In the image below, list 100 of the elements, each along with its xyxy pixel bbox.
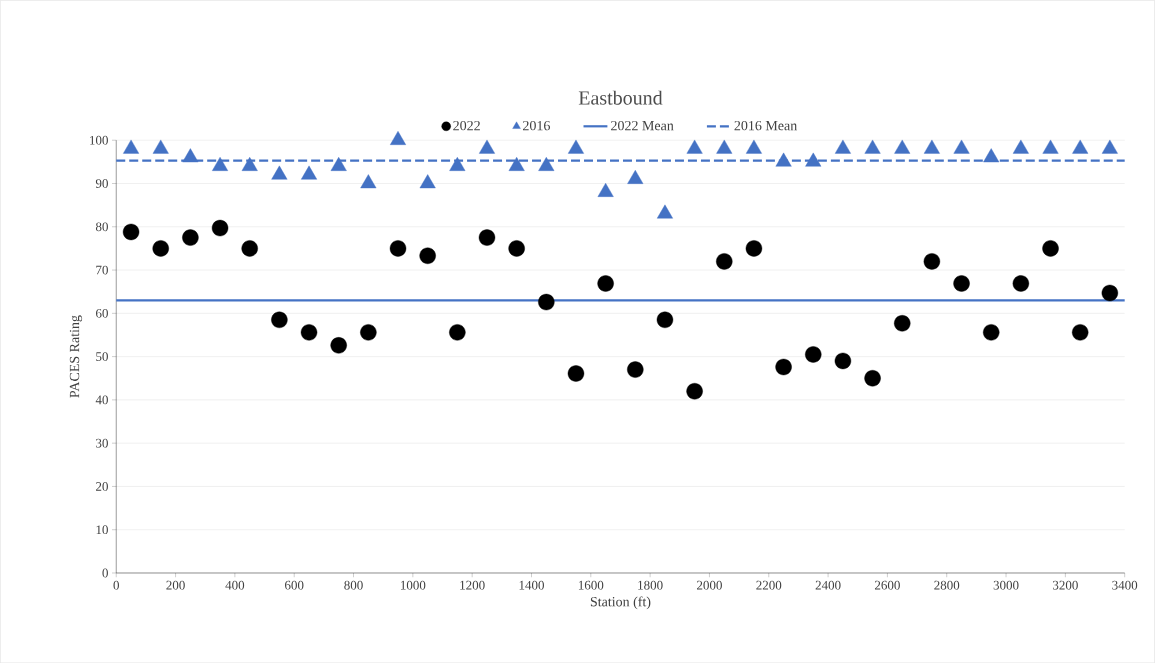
x-tick-label: 3000 [993, 580, 1019, 590]
point [923, 253, 941, 270]
y-tick-label: 10 [96, 525, 108, 534]
x-tick-label: 400 [225, 580, 245, 590]
point [449, 324, 466, 341]
point [716, 253, 733, 270]
point [300, 324, 318, 341]
point [656, 204, 673, 219]
point [597, 275, 614, 292]
point [330, 337, 347, 354]
x-tick-label: 600 [285, 580, 304, 590]
point [479, 139, 495, 154]
y-tick-label: 80 [95, 222, 108, 232]
point [745, 139, 762, 154]
point [538, 293, 555, 311]
point [1101, 139, 1118, 154]
point [805, 346, 822, 363]
point [508, 156, 525, 171]
point [419, 247, 436, 264]
x-tick-label: 2400 [815, 580, 841, 590]
point [449, 156, 466, 171]
x-tick-label: 1600 [578, 580, 604, 590]
x-tick-label: 1200 [460, 580, 485, 590]
y-tick-label: 20 [96, 481, 108, 491]
y-tick-label: 90 [95, 178, 108, 188]
x-tick-label: 800 [344, 580, 363, 590]
point [953, 275, 970, 292]
legend-label: 2016 Mean [734, 120, 798, 131]
point [123, 139, 140, 154]
point [538, 156, 555, 171]
x-tick-label: 3200 [1053, 580, 1078, 590]
point [330, 156, 347, 171]
point [211, 219, 229, 237]
point [567, 139, 584, 154]
point [1042, 240, 1059, 257]
point [1012, 139, 1029, 154]
point [686, 139, 703, 154]
point [953, 139, 970, 154]
point [360, 324, 377, 341]
point [1101, 284, 1119, 302]
x-tick-label: 0 [113, 580, 119, 590]
point [390, 130, 406, 145]
x-tick-label: 1800 [638, 580, 663, 590]
point [775, 358, 792, 376]
y-axis-title: PACES Rating [69, 315, 83, 398]
point [686, 382, 703, 400]
point [241, 156, 258, 171]
x-tick-label: 3400 [1112, 580, 1138, 590]
point [152, 240, 169, 257]
point [805, 152, 822, 167]
chart-title: Eastbound [578, 90, 663, 105]
y-tick-label: 100 [90, 135, 108, 145]
x-tick-label: 2800 [934, 580, 960, 590]
point [627, 361, 644, 378]
y-tick-label: 30 [96, 438, 108, 448]
point [182, 229, 199, 246]
point [1012, 275, 1030, 292]
point [360, 174, 377, 189]
y-tick-label: 60 [96, 308, 108, 318]
point [775, 152, 792, 167]
point [1042, 139, 1059, 154]
legend-label: 2022 [453, 120, 480, 131]
x-tick-label: 1000 [401, 580, 426, 590]
point [716, 139, 733, 154]
point [1072, 324, 1089, 341]
x-tick-label: 2600 [874, 580, 900, 590]
point [745, 240, 763, 257]
x-tick-label: 2000 [697, 580, 722, 590]
point [271, 311, 288, 328]
point [656, 311, 674, 328]
point [597, 182, 614, 197]
point [894, 314, 911, 332]
legend-label: 2016 [523, 120, 551, 131]
point [241, 240, 258, 257]
point [152, 139, 169, 154]
point [212, 156, 229, 171]
legend-label: 2022 Mean [611, 120, 674, 131]
point [122, 223, 140, 241]
point [478, 229, 496, 246]
x-tick-label: 2200 [756, 580, 782, 590]
point [389, 240, 407, 257]
point [627, 169, 644, 184]
point [834, 139, 851, 154]
y-tick-label: 40 [95, 395, 108, 405]
point [834, 352, 852, 370]
point [567, 365, 585, 382]
point [983, 324, 1000, 341]
point [983, 148, 1000, 163]
point [182, 148, 199, 163]
y-tick-label: 50 [96, 352, 108, 361]
point [508, 240, 525, 257]
y-tick-label: 0 [102, 568, 108, 578]
y-tick-label: 70 [96, 265, 108, 275]
x-axis-title: Station (ft) [590, 596, 651, 610]
point [864, 139, 881, 154]
point [301, 165, 318, 180]
point [419, 174, 436, 189]
point [271, 165, 288, 180]
point [1072, 139, 1089, 154]
point [864, 369, 881, 387]
